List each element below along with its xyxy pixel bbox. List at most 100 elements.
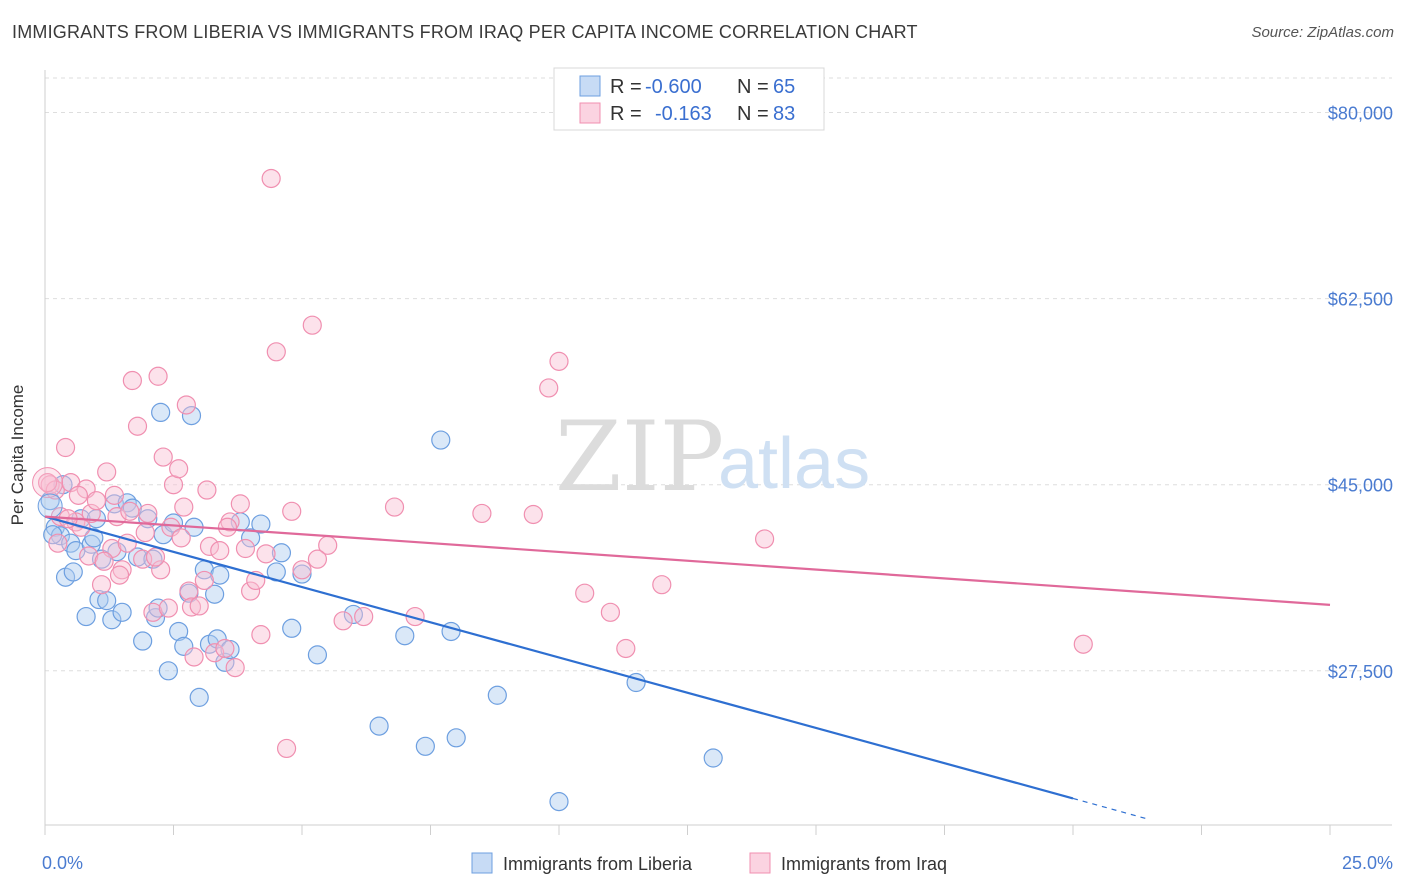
iraq-point-23 <box>151 560 171 580</box>
liberia-point-49 <box>271 543 292 563</box>
y-tick-labels: $27,500 $45,000 $62,500 $80,000 <box>1328 104 1393 682</box>
iraq-point-10 <box>91 575 112 595</box>
liberia-point-46 <box>241 528 261 548</box>
legend-r-value-2: -0.163 <box>655 103 712 125</box>
liberia-point-63 <box>703 748 723 768</box>
iraq-point-15 <box>112 560 132 580</box>
iraq-point-33 <box>189 596 209 616</box>
iraq-point-21 <box>143 602 163 622</box>
legend-n-value-2: 83 <box>773 103 795 125</box>
iraq-point-64 <box>261 168 281 189</box>
iraq-point-57 <box>549 351 569 371</box>
iraq-point-70 <box>94 551 114 571</box>
y-tick-label-2: $62,500 <box>1328 290 1393 310</box>
x-tick-labels: 0.0% 25.0% <box>42 853 1393 873</box>
liberia-trend-line <box>44 515 1074 800</box>
iraq-point-77 <box>197 480 217 500</box>
iraq-point-37 <box>210 541 230 561</box>
watermark: ZIP atlas <box>555 401 870 513</box>
liberia-point-42 <box>210 565 230 585</box>
iraq-point-60 <box>616 638 636 659</box>
liberia-point-54 <box>369 716 389 736</box>
liberia-point-47 <box>251 514 271 534</box>
x-tick-label-1: 25.0% <box>1342 853 1393 873</box>
iraq-point-59 <box>600 602 621 622</box>
liberia-point-21 <box>122 498 142 518</box>
liberia-point-9 <box>76 606 96 627</box>
legend-n-label-1: N = <box>737 76 769 98</box>
iraq-point-36 <box>205 643 225 663</box>
liberia-point-56 <box>415 736 435 756</box>
iraq-point-79 <box>235 538 256 559</box>
iraq-point-46 <box>276 738 297 759</box>
iraq-point-74 <box>145 547 166 567</box>
iraq-point-45 <box>266 342 286 362</box>
iraq-point-61 <box>652 575 672 595</box>
liberia-point-55 <box>395 626 415 646</box>
iraq-point-55 <box>523 504 543 525</box>
liberia-point-13 <box>89 589 109 610</box>
iraq-point-63 <box>1073 634 1093 654</box>
legend-r-label-1: R = <box>610 76 642 98</box>
watermark-zip: ZIP <box>555 401 724 513</box>
iraq-point-73 <box>135 522 155 543</box>
iraq-point-47 <box>292 560 312 580</box>
bottom-legend-swatch-liberia <box>471 852 493 874</box>
iraq-point-40 <box>225 658 245 678</box>
liberia-trend-extension <box>1072 797 1151 821</box>
liberia-point-16 <box>102 610 122 630</box>
iraq-point-62 <box>754 529 775 549</box>
source-label: Source: ZipAtlas.com <box>1251 24 1394 41</box>
legend-n-label-2: N = <box>737 103 769 125</box>
iraq-point-66 <box>48 533 68 553</box>
liberia-point-19 <box>112 602 132 622</box>
y-tick-label-1: $45,000 <box>1328 476 1393 496</box>
bottom-legend-swatch-iraq <box>749 852 771 874</box>
iraq-point-81 <box>282 501 302 521</box>
iraq-point-27 <box>169 459 189 479</box>
liberia-point-25 <box>143 549 163 569</box>
iraq-point-3 <box>55 437 76 458</box>
iraq-point-18 <box>127 416 148 436</box>
liberia-point-61 <box>549 792 569 812</box>
iraq-point-11 <box>97 462 117 482</box>
iraq-point-54 <box>472 503 492 524</box>
iraq-point-35 <box>199 536 220 556</box>
liberia-point-37 <box>189 687 209 707</box>
iraq-point-72 <box>120 501 140 521</box>
iraq-point-26 <box>163 475 184 495</box>
iraq-point-44 <box>251 625 271 645</box>
liberia-point-2 <box>50 526 71 546</box>
legend-swatch-liberia <box>579 75 601 97</box>
iraq-point-34 <box>194 570 214 591</box>
iraq-point-25 <box>158 598 178 618</box>
iraq-point-51 <box>354 606 374 627</box>
bottom-legend: Immigrants from Liberia Immigrants from … <box>471 852 947 874</box>
liberia-point-59 <box>446 728 466 748</box>
iraq-point-9 <box>86 491 107 511</box>
iraq-trend-line <box>44 515 1331 606</box>
axes <box>44 70 1392 835</box>
chart-title: IMMIGRANTS FROM LIBERIA VS IMMIGRANTS FR… <box>12 22 918 42</box>
iraq-point-48 <box>302 315 322 335</box>
iraq-point-69 <box>79 546 99 566</box>
liberia-point-15 <box>97 591 117 611</box>
iraq-point-30 <box>179 581 199 601</box>
liberia-point-23 <box>133 631 153 651</box>
liberia-point-30 <box>158 661 178 681</box>
iraq-point-39 <box>220 512 240 532</box>
legend-r-label-2: R = <box>610 103 642 125</box>
iraq-point-20 <box>138 503 158 524</box>
legend-r-value-1: -0.600 <box>645 76 702 98</box>
iraq-point-65 <box>37 472 58 493</box>
iraq-point-82 <box>307 549 328 569</box>
liberia-point-43 <box>215 652 235 672</box>
liberia-point-35 <box>181 405 202 426</box>
iraq-point-52 <box>384 497 405 517</box>
iraq-point-68 <box>68 485 89 505</box>
liberia-point-50 <box>282 618 302 638</box>
iraq-point-50 <box>333 611 353 631</box>
cluster-point-1 <box>37 493 63 519</box>
liberia-point-32 <box>169 621 189 642</box>
